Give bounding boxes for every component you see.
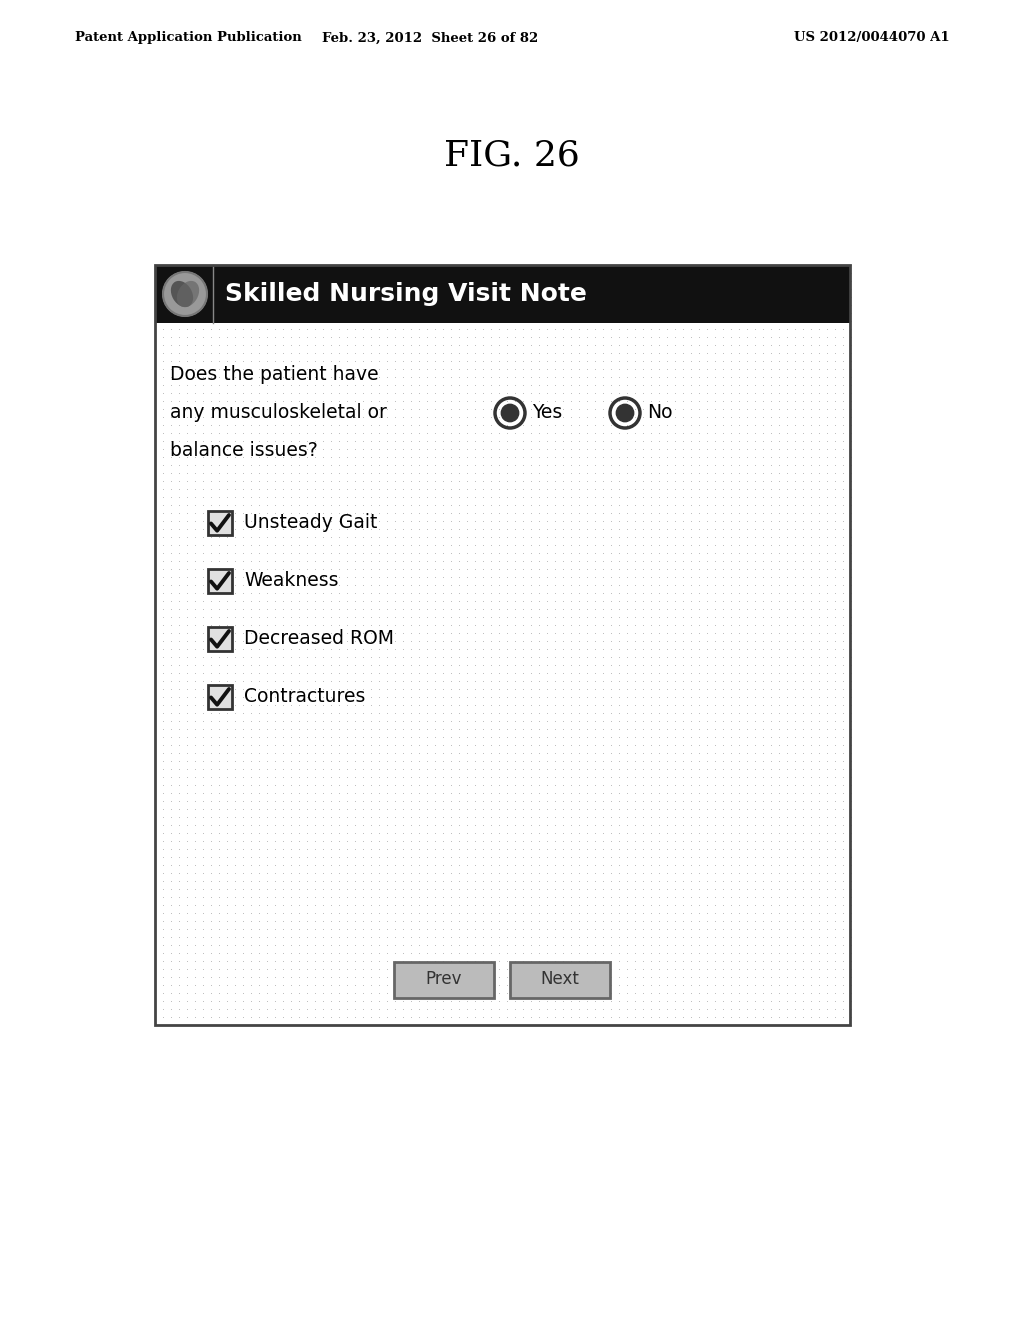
Bar [394, 962, 494, 998]
Text: balance issues?: balance issues? [170, 441, 317, 461]
Text: Yes: Yes [532, 404, 562, 422]
Text: any musculoskeletal or: any musculoskeletal or [170, 404, 387, 422]
Text: Does the patient have: Does the patient have [170, 366, 379, 384]
Text: Next: Next [541, 970, 580, 987]
Bar [155, 265, 850, 323]
Text: Contractures: Contractures [244, 688, 366, 706]
Text: Weakness: Weakness [244, 572, 339, 590]
Bar [208, 511, 232, 535]
Text: No: No [647, 404, 673, 422]
Circle shape [616, 404, 634, 421]
Text: Prev: Prev [426, 970, 462, 987]
Bar [155, 265, 850, 1026]
Text: Decreased ROM: Decreased ROM [244, 630, 394, 648]
Text: Feb. 23, 2012  Sheet 26 of 82: Feb. 23, 2012 Sheet 26 of 82 [322, 32, 539, 45]
Ellipse shape [177, 281, 199, 308]
Circle shape [163, 272, 207, 315]
Ellipse shape [171, 281, 194, 308]
Text: Patent Application Publication: Patent Application Publication [75, 32, 302, 45]
Text: Skilled Nursing Visit Note: Skilled Nursing Visit Note [225, 282, 587, 306]
Text: FIG. 26: FIG. 26 [444, 139, 580, 172]
Bar [208, 685, 232, 709]
Bar [208, 569, 232, 593]
Bar [208, 627, 232, 651]
Bar [510, 962, 610, 998]
Circle shape [502, 404, 519, 421]
Text: Unsteady Gait: Unsteady Gait [244, 513, 378, 532]
Text: US 2012/0044070 A1: US 2012/0044070 A1 [795, 32, 950, 45]
